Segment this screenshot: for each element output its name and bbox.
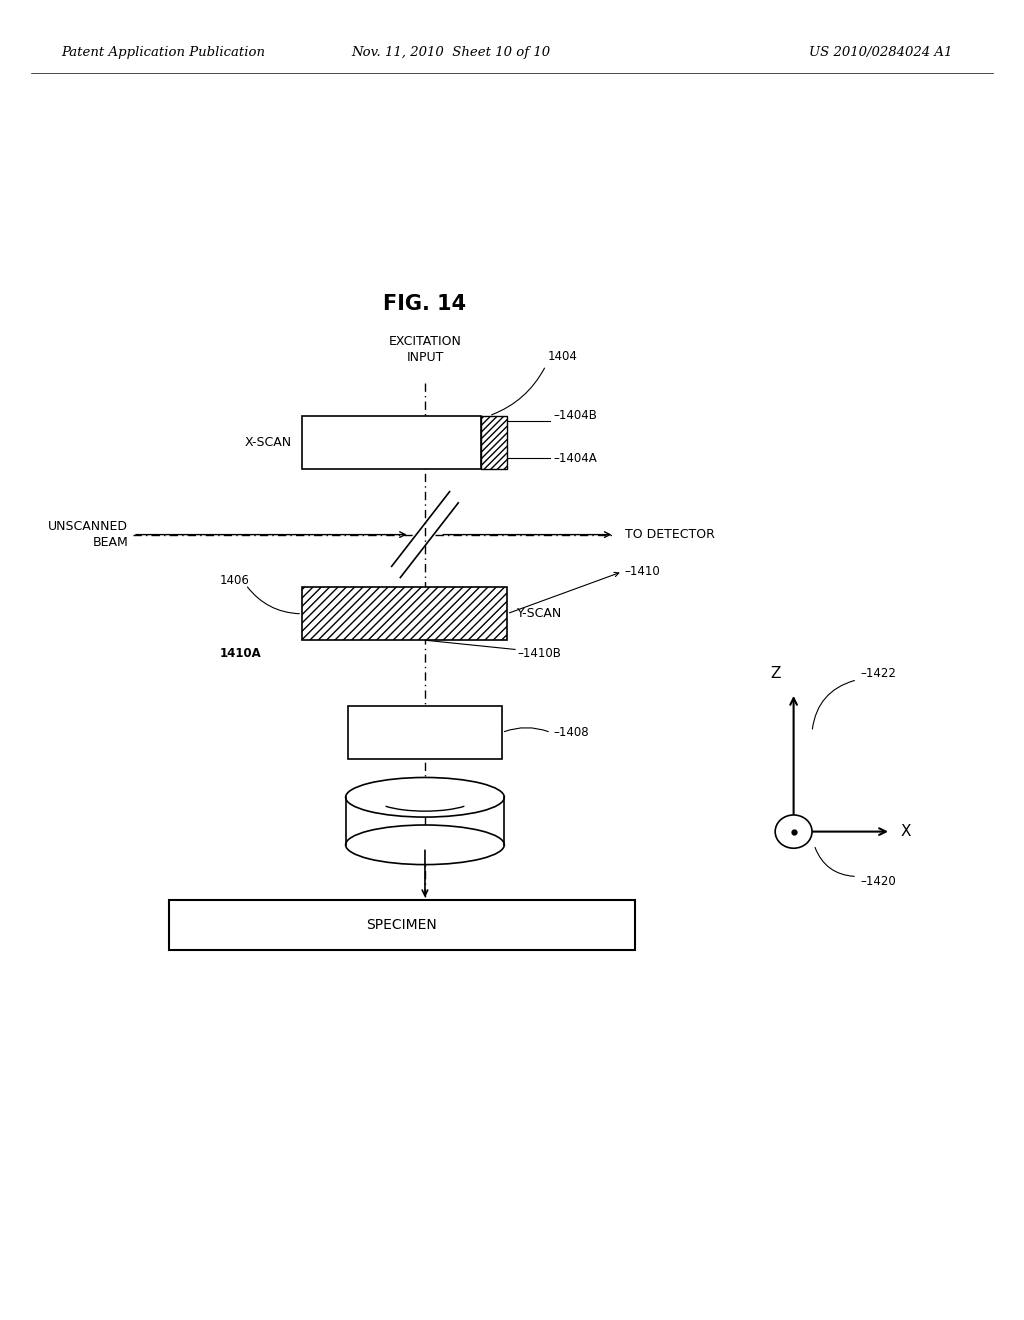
Text: –1420: –1420 (860, 875, 896, 888)
Text: –1410B: –1410B (517, 647, 561, 660)
Text: Z: Z (770, 665, 780, 681)
Bar (169, 900, 635, 950)
Text: UNSCANNED
BEAM: UNSCANNED BEAM (48, 520, 128, 549)
Text: EXCITATION
INPUT: EXCITATION INPUT (388, 335, 462, 364)
Bar (302, 587, 507, 640)
Text: –1404A: –1404A (553, 451, 597, 465)
Text: –1410: –1410 (625, 565, 660, 578)
Text: Patent Application Publication: Patent Application Publication (61, 46, 265, 59)
Text: X-SCAN: X-SCAN (245, 436, 292, 449)
Text: –1422: –1422 (860, 667, 896, 680)
Text: X: X (901, 824, 911, 840)
Text: –1404B: –1404B (553, 409, 597, 422)
Text: Nov. 11, 2010  Sheet 10 of 10: Nov. 11, 2010 Sheet 10 of 10 (351, 46, 550, 59)
Ellipse shape (775, 814, 812, 849)
Text: US 2010/0284024 A1: US 2010/0284024 A1 (809, 46, 952, 59)
Ellipse shape (345, 825, 504, 865)
Text: FIG. 14: FIG. 14 (383, 293, 467, 314)
Text: 1406: 1406 (220, 574, 250, 587)
Text: Y-SCAN: Y-SCAN (517, 607, 562, 620)
Bar (348, 706, 502, 759)
Text: 1404: 1404 (548, 350, 578, 363)
Text: TO DETECTOR: TO DETECTOR (625, 528, 715, 541)
Bar (481, 416, 507, 469)
Text: –1408: –1408 (553, 726, 589, 739)
Text: SPECIMEN: SPECIMEN (367, 919, 437, 932)
Text: 1410A: 1410A (220, 647, 262, 660)
Bar (302, 416, 481, 469)
Ellipse shape (345, 777, 504, 817)
